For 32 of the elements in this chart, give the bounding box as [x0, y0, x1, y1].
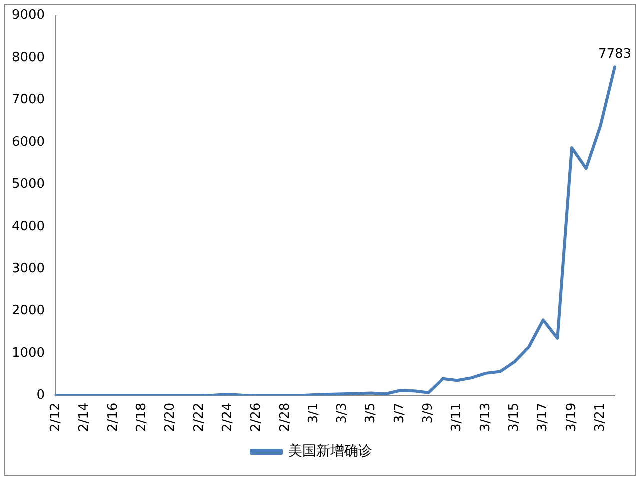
x-tick-label: 3/9	[421, 402, 436, 424]
x-tick-label: 3/7	[392, 402, 408, 424]
y-tick-label: 6000	[12, 134, 46, 150]
x-tick-label: 2/12	[48, 402, 64, 432]
data-label: 7783	[598, 47, 632, 62]
x-tick-label: 2/28	[278, 402, 293, 432]
x-tick-label: 3/21	[593, 402, 608, 432]
x-tick-label: 2/18	[134, 402, 150, 432]
legend-label: 美国新增确诊	[288, 444, 372, 460]
x-tick-label: 3/11	[450, 402, 465, 432]
x-tick-label: 3/15	[507, 402, 522, 432]
x-tick-label: 2/16	[106, 402, 121, 432]
y-tick-label: 7000	[12, 92, 46, 108]
y-tick-label: 3000	[12, 262, 46, 277]
x-tick-label: 3/5	[364, 402, 379, 424]
y-tick-label: 2000	[12, 304, 46, 319]
x-tick-label: 2/22	[192, 402, 207, 432]
y-tick-label: 0	[36, 388, 46, 404]
y-tick-label: 4000	[12, 219, 46, 234]
y-tick-label: 1000	[12, 346, 46, 361]
x-tick-label: 2/20	[163, 402, 178, 432]
x-tick-label: 3/17	[536, 402, 551, 432]
y-tick-label: 5000	[12, 177, 46, 192]
y-tick-label: 8000	[12, 50, 46, 66]
x-tick-label: 3/3	[335, 402, 350, 424]
x-tick-label: 3/13	[478, 402, 494, 432]
x-tick-label: 2/24	[220, 402, 236, 432]
x-tick-label: 2/26	[249, 402, 264, 432]
x-tick-label: 2/14	[77, 402, 92, 432]
y-tick-label: 9000	[12, 8, 46, 24]
x-tick-label: 3/1	[306, 402, 322, 424]
x-tick-label: 3/19	[564, 402, 580, 432]
